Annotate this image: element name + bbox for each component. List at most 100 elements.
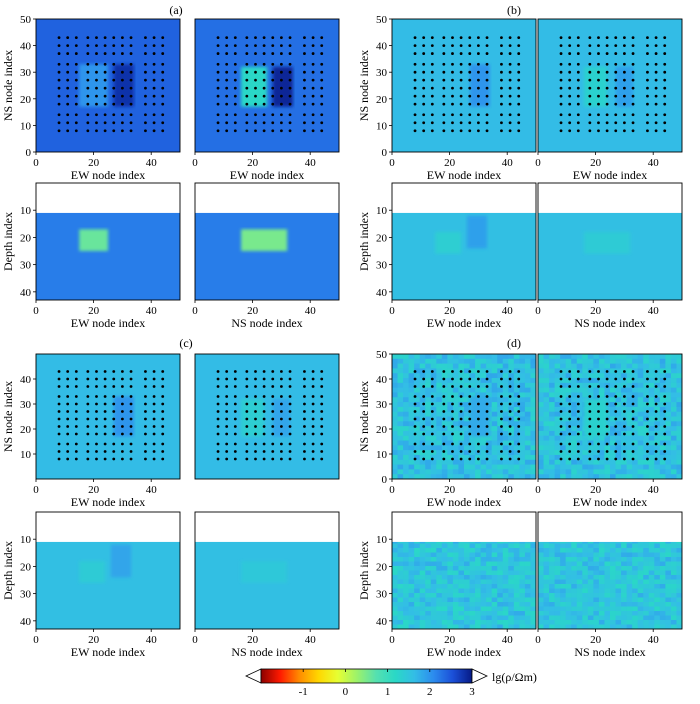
heatmap-cell xyxy=(598,543,606,549)
station-dot xyxy=(646,102,649,106)
heatmap-cell xyxy=(598,435,606,442)
heatmap-cell xyxy=(560,426,567,432)
station-dot xyxy=(442,52,446,55)
station-dot xyxy=(66,94,70,98)
station-dot xyxy=(303,402,306,406)
heatmap-cell xyxy=(560,435,567,442)
heatmap-cell xyxy=(626,459,633,466)
heatmap-cell xyxy=(604,561,611,567)
heatmap-cell xyxy=(419,593,426,599)
heatmap-cell xyxy=(665,543,672,549)
x-tick-label: 20 xyxy=(88,305,100,317)
x-tick-label: 0 xyxy=(389,157,395,169)
x-tick-label: 0 xyxy=(33,634,39,646)
station-dot xyxy=(508,129,512,133)
heatmap-cell xyxy=(587,469,594,475)
heatmap-cell xyxy=(554,445,561,451)
station-dot xyxy=(485,457,489,461)
heatmap-cell xyxy=(508,382,515,389)
station-dot xyxy=(233,402,237,406)
station-dot xyxy=(500,102,503,106)
station-dot xyxy=(161,36,165,40)
station-dot xyxy=(262,377,266,381)
heatmap-cell xyxy=(458,421,465,427)
heatmap-cell xyxy=(530,597,536,603)
heatmap-cell xyxy=(576,570,583,576)
heatmap-cell xyxy=(447,421,454,427)
heatmap-cell xyxy=(615,435,622,442)
station-dot xyxy=(121,62,124,66)
station-dot xyxy=(568,113,572,117)
station-dot xyxy=(103,417,107,421)
heatmap-cell xyxy=(475,579,482,585)
heatmap-cell xyxy=(543,435,550,442)
station-dot xyxy=(588,113,592,117)
station-dot xyxy=(413,417,417,421)
heatmap-cell xyxy=(610,426,617,432)
x-tick-label: 0 xyxy=(192,634,198,646)
heatmap-cell xyxy=(513,392,520,398)
x-axis-label: NS node index xyxy=(231,645,302,659)
heatmap-cell xyxy=(621,611,628,617)
heatmap-cell xyxy=(632,435,639,442)
heatmap-cell xyxy=(469,566,476,572)
heatmap-cell xyxy=(497,579,504,585)
heatmap-cell xyxy=(615,406,622,413)
station-dot xyxy=(288,395,292,398)
heatmap-cell xyxy=(615,358,622,365)
heatmap-cell xyxy=(464,416,471,422)
heatmap-cell xyxy=(637,548,644,554)
heatmap-cell xyxy=(648,584,655,590)
heatmap-cell xyxy=(654,579,661,585)
station-dot xyxy=(422,36,426,40)
heatmap-cell xyxy=(626,557,633,563)
heatmap-cell xyxy=(513,421,520,427)
heatmap-cell xyxy=(397,450,404,456)
heatmap-cell xyxy=(414,392,421,398)
heatmap-cell xyxy=(554,548,561,554)
heatmap-cell xyxy=(598,469,606,475)
heatmap-cell xyxy=(582,548,589,554)
station-dot xyxy=(605,402,609,406)
heatmap-cell xyxy=(491,454,498,461)
heatmap-cell xyxy=(419,435,426,442)
station-dot xyxy=(103,102,107,106)
station-dot xyxy=(320,442,324,446)
station-dot xyxy=(271,94,275,98)
heatmap-cell xyxy=(486,620,493,626)
heatmap-cell xyxy=(587,363,594,370)
station-dot xyxy=(112,370,116,373)
heatmap-cell xyxy=(665,548,672,554)
heatmap-cell xyxy=(665,421,672,427)
station-dot xyxy=(597,36,600,40)
station-dot xyxy=(57,44,61,47)
station-dot xyxy=(654,385,658,388)
heatmap-cell xyxy=(676,561,682,567)
station-dot xyxy=(605,457,609,461)
heatmap-cell xyxy=(610,406,617,413)
station-dot xyxy=(623,129,626,133)
heatmap-cell xyxy=(582,566,589,572)
station-dot xyxy=(663,70,667,74)
x-axis-label: EW node index xyxy=(427,645,501,659)
heatmap-cell xyxy=(408,411,415,418)
station-dot xyxy=(245,113,249,117)
station-dot xyxy=(74,129,78,133)
heatmap-cell xyxy=(458,611,465,617)
station-dot xyxy=(568,385,572,388)
station-dot xyxy=(477,78,480,82)
station-dot xyxy=(576,377,580,381)
station-dot xyxy=(559,402,563,406)
heatmap-cell xyxy=(593,450,600,456)
heatmap-cell xyxy=(604,354,611,360)
heatmap-cell xyxy=(513,611,520,617)
station-dot xyxy=(500,425,503,428)
heatmap-cell xyxy=(419,373,426,379)
heatmap-cell xyxy=(524,469,532,475)
station-dot xyxy=(422,52,426,55)
heatmap-cell xyxy=(643,358,650,365)
station-dot xyxy=(646,86,649,90)
heatmap-cell xyxy=(676,459,682,466)
y-tick-label: 10 xyxy=(376,534,388,546)
station-dot xyxy=(245,44,249,47)
